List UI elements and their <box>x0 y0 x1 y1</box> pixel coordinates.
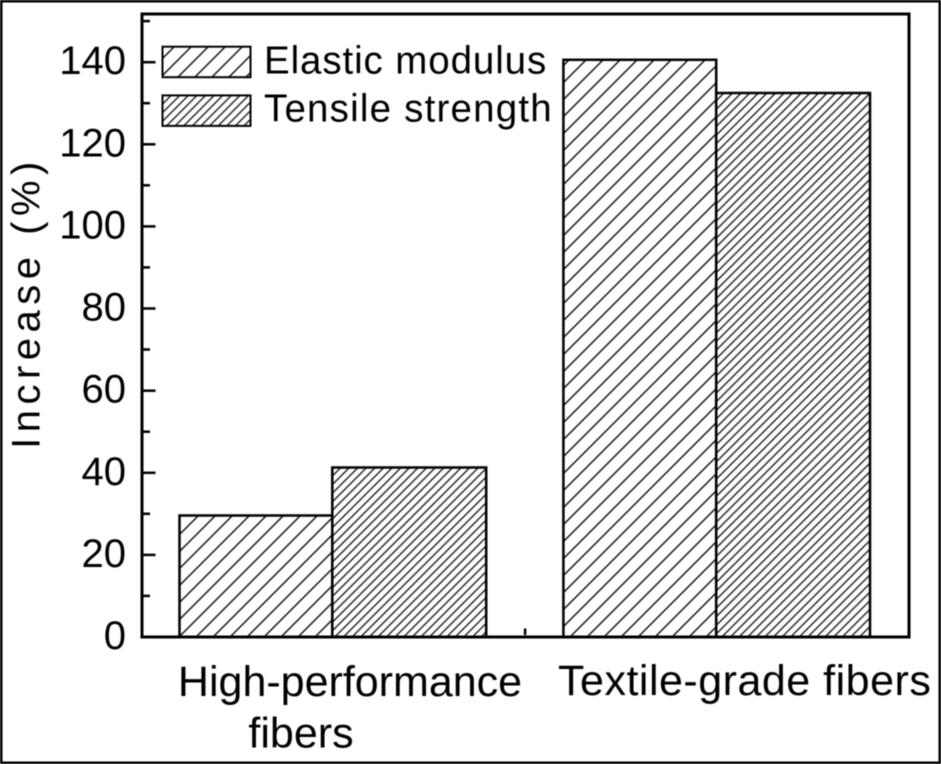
svg-text:120: 120 <box>59 121 126 165</box>
svg-text:Textile-grade fibers: Textile-grade fibers <box>558 657 931 705</box>
svg-text:60: 60 <box>82 368 127 412</box>
svg-text:100: 100 <box>59 203 126 247</box>
svg-text:80: 80 <box>82 286 127 330</box>
svg-text:High-performance: High-performance <box>178 658 522 706</box>
svg-text:0: 0 <box>104 614 126 658</box>
svg-text:20: 20 <box>82 532 127 576</box>
svg-text:40: 40 <box>82 450 127 494</box>
svg-text:140: 140 <box>59 39 126 83</box>
svg-text:Elastic modulus: Elastic modulus <box>264 40 547 83</box>
svg-text:Tensile strength: Tensile strength <box>264 87 553 130</box>
svg-text:fibers: fibers <box>248 709 353 757</box>
svg-text:Increase (%): Increase (%) <box>5 156 49 449</box>
